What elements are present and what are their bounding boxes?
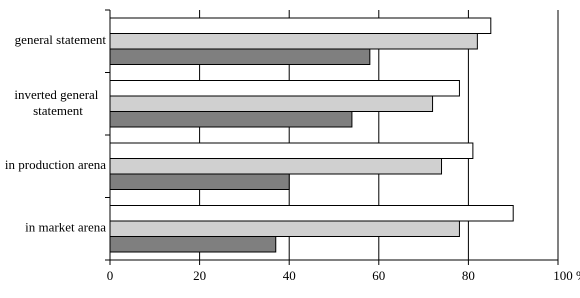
bar <box>109 220 460 237</box>
x-tick-label: 100 % <box>553 268 580 283</box>
bar <box>109 17 492 34</box>
y-tick-label: in market arena <box>25 220 106 235</box>
bar <box>109 111 353 128</box>
bar <box>109 158 443 175</box>
x-tick-label: 40 <box>283 268 296 283</box>
bar <box>109 48 371 65</box>
bar <box>109 33 478 50</box>
x-tick-label: 60 <box>372 268 385 283</box>
y-tick-label: in production arena <box>5 157 106 172</box>
y-tick-label: inverted general statement <box>14 87 101 118</box>
y-tick-label: general statement <box>15 32 107 47</box>
x-tick-label: 0 <box>107 268 114 283</box>
bar <box>109 236 277 253</box>
bar <box>109 173 290 190</box>
bar <box>109 80 460 97</box>
bar <box>109 95 434 112</box>
x-tick-label: 20 <box>193 268 206 283</box>
bar <box>109 205 514 222</box>
x-tick-label: 80 <box>462 268 475 283</box>
bar <box>109 142 474 159</box>
